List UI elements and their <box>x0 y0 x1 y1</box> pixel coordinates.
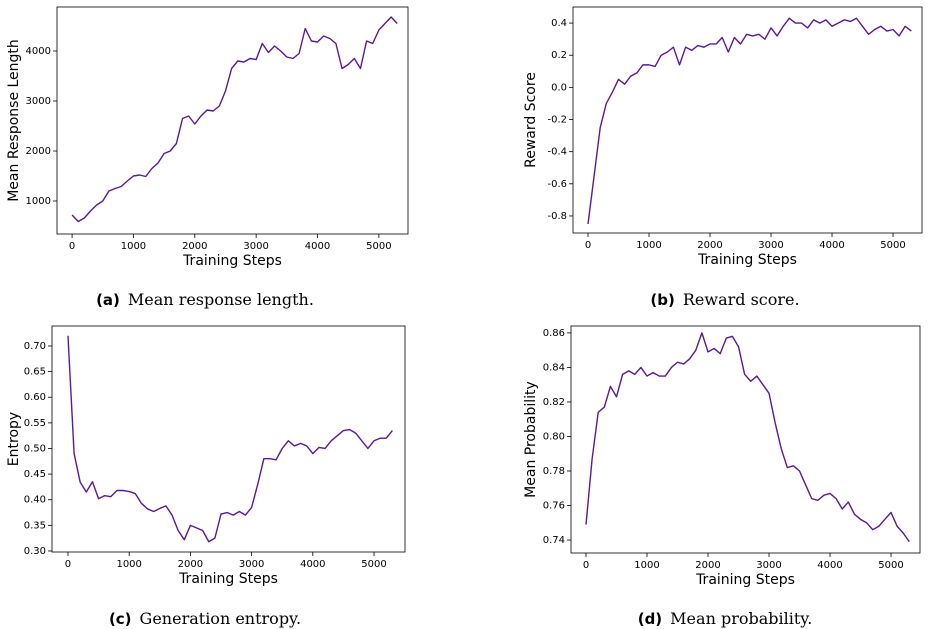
caption: (b) Reward score. <box>650 290 799 309</box>
x-axis-label: Training Steps <box>697 252 797 268</box>
x-tick-label: 4000 <box>305 241 330 252</box>
x-tick-label: 2000 <box>697 240 722 251</box>
x-tick-label: 5000 <box>361 559 386 570</box>
x-axis-label: Training Steps <box>178 571 278 587</box>
x-axis-label: Training Steps <box>182 253 282 269</box>
y-tick-label: -0.6 <box>547 179 567 190</box>
caption-text: Mean probability. <box>670 609 812 628</box>
data-line <box>587 17 912 225</box>
x-tick-label: 1000 <box>116 559 141 570</box>
y-tick-label: 0.4 <box>551 18 567 29</box>
x-tick-label: 4000 <box>817 560 842 571</box>
y-axis-label: Mean Response Length <box>6 39 22 202</box>
data-line <box>585 332 910 543</box>
caption-label: (a) <box>96 291 120 309</box>
y-tick-label: -0.8 <box>547 211 567 222</box>
x-tick-label: 3000 <box>239 559 264 570</box>
x-tick-label: 0 <box>69 241 75 252</box>
y-axis-label: Mean Probability <box>523 381 539 498</box>
panel: 0 1000 2000 3000 4000 5000 -0.8 -0.6 -0.4 -0.2 0.0… <box>523 6 923 309</box>
caption: (d) Mean probability. <box>638 609 813 628</box>
y-axis-label: Entropy <box>6 412 22 466</box>
y-tick-label: 2000 <box>26 146 51 157</box>
y-tick-label: 0.55 <box>24 418 46 429</box>
y-tick-label: 0.74 <box>543 535 565 546</box>
panel: 0 1000 2000 3000 4000 5000 0.74 0.76 0.78 0.80 0.8… <box>523 325 921 628</box>
y-axis-label: Reward Score <box>523 72 539 168</box>
y-tick-label: 0.50 <box>24 443 46 454</box>
y-tick-label: 0.76 <box>543 501 565 512</box>
x-tick-label: 3000 <box>758 240 783 251</box>
y-tick-label: 0.35 <box>24 520 46 531</box>
plot-frame <box>51 325 406 553</box>
y-tick-label: 1000 <box>26 196 51 207</box>
x-tick-label: 3000 <box>243 241 268 252</box>
y-tick-label: 4000 <box>26 46 51 57</box>
x-tick-label: 1000 <box>636 240 661 251</box>
x-tick-label: 4000 <box>300 559 325 570</box>
y-tick-label: 3000 <box>26 96 51 107</box>
y-tick-label: 0.45 <box>24 469 46 480</box>
x-tick-label: 0 <box>583 560 589 571</box>
panel: 0 1000 2000 3000 4000 5000 0.30 0.35 0.40 0.45 0.5… <box>6 325 406 628</box>
x-tick-label: 1000 <box>121 241 146 252</box>
caption-text: Generation entropy. <box>140 609 302 628</box>
x-tick-label: 4000 <box>819 240 844 251</box>
x-tick-label: 1000 <box>634 560 659 571</box>
x-tick-label: 0 <box>585 240 591 251</box>
plot-frame <box>570 325 921 554</box>
x-tick-label: 5000 <box>366 241 391 252</box>
x-tick-label: 2000 <box>695 560 720 571</box>
y-tick-label: 0.60 <box>24 392 46 403</box>
y-tick-label: 0.82 <box>543 397 565 408</box>
y-tick-label: 0.86 <box>543 328 565 339</box>
x-tick-label: 5000 <box>880 240 905 251</box>
x-tick-label: 2000 <box>178 559 203 570</box>
plot-frame <box>56 6 409 235</box>
x-tick-label: 2000 <box>182 241 207 252</box>
caption-label: (b) <box>650 291 674 309</box>
panel: 0 1000 2000 3000 4000 5000 1000 2000 3000 4000 Tra… <box>6 6 409 309</box>
caption-label: (c) <box>109 610 132 628</box>
caption-text: Reward score. <box>683 290 800 309</box>
y-tick-label: -0.4 <box>547 147 567 158</box>
x-tick-label: 3000 <box>756 560 781 571</box>
y-tick-label: 0.30 <box>24 546 46 557</box>
y-tick-label: 0.78 <box>543 466 565 477</box>
caption-text: Mean response length. <box>128 290 314 309</box>
y-tick-label: 0.70 <box>24 341 46 352</box>
x-tick-label: 0 <box>65 559 71 570</box>
y-tick-label: 0.0 <box>551 82 567 93</box>
caption: (c) Generation entropy. <box>109 609 301 628</box>
y-tick-label: -0.2 <box>547 115 567 126</box>
data-line <box>71 16 398 223</box>
caption-label: (d) <box>638 610 662 628</box>
x-axis-label: Training Steps <box>695 572 795 588</box>
plot-frame <box>572 6 923 234</box>
caption: (a) Mean response length. <box>96 290 314 309</box>
y-tick-label: 0.65 <box>24 367 46 378</box>
y-tick-label: 0.2 <box>551 50 567 61</box>
data-line <box>67 335 393 543</box>
y-tick-label: 0.84 <box>543 362 565 373</box>
y-tick-label: 0.80 <box>543 431 565 442</box>
y-tick-label: 0.40 <box>24 495 46 506</box>
x-tick-label: 5000 <box>878 560 903 571</box>
